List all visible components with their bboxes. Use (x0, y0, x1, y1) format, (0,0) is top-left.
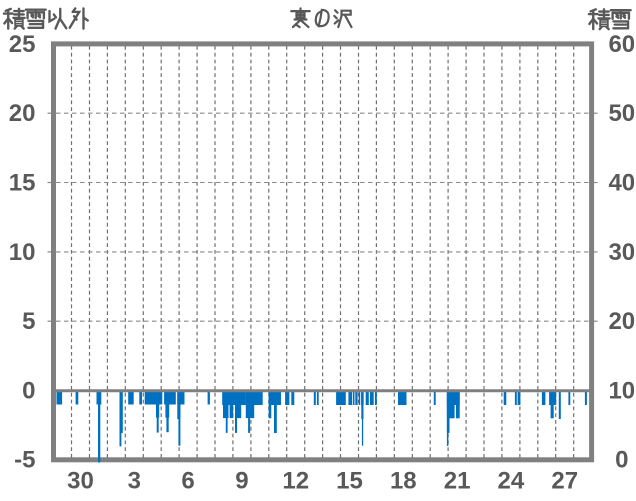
svg-text:3: 3 (128, 468, 141, 495)
svg-text:20: 20 (9, 100, 36, 127)
svg-text:25: 25 (9, 31, 36, 58)
svg-text:60: 60 (608, 31, 635, 58)
svg-text:12: 12 (282, 468, 309, 495)
svg-text:10: 10 (9, 239, 36, 266)
svg-text:0: 0 (615, 447, 628, 474)
svg-text:24: 24 (498, 468, 525, 495)
svg-text:18: 18 (390, 468, 417, 495)
svg-text:15: 15 (9, 169, 36, 196)
svg-text:30: 30 (608, 239, 635, 266)
svg-text:30: 30 (67, 468, 94, 495)
svg-text:50: 50 (608, 100, 635, 127)
svg-text:21: 21 (444, 468, 471, 495)
svg-text:-5: -5 (14, 447, 35, 474)
svg-text:5: 5 (22, 308, 35, 335)
svg-text:40: 40 (608, 169, 635, 196)
svg-text:20: 20 (608, 308, 635, 335)
svg-text:27: 27 (551, 468, 578, 495)
svg-text:9: 9 (235, 468, 248, 495)
svg-text:6: 6 (181, 468, 194, 495)
svg-text:0: 0 (22, 377, 35, 404)
svg-text:15: 15 (336, 468, 363, 495)
svg-text:10: 10 (608, 377, 635, 404)
